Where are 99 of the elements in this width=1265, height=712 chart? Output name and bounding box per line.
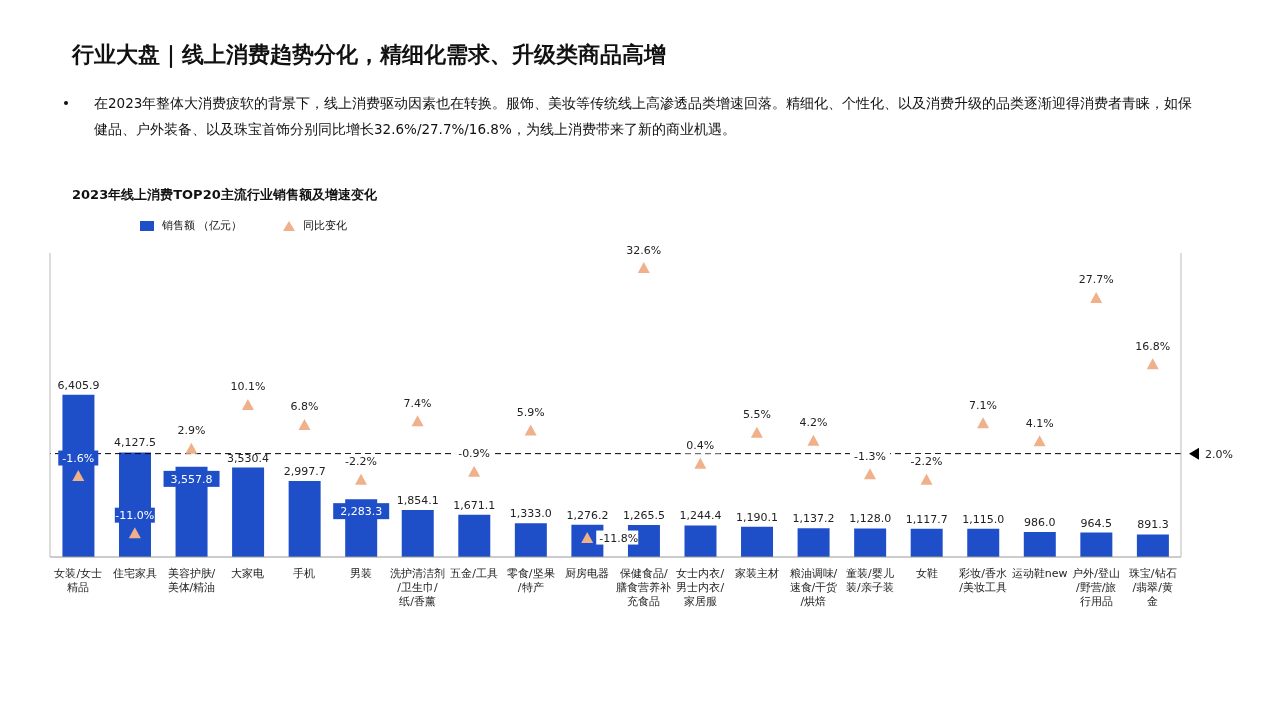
point [355, 473, 368, 485]
bar [1080, 532, 1113, 557]
data-label: -11.8% [599, 531, 639, 545]
point [298, 418, 311, 430]
bar [684, 525, 717, 557]
text: 在2023年整体大消费疲软的背景下，线上消费驱动因素也在转换。服饰、美妆等传统线上高渗透品类增速回落。精细化、个性化、以及消费升级的品类逐渐迎得消费者青睐，如保健品、户外装备、以及珠宝首饰分别同比增长32.6%/27.7%/16.8%，为线上消费带来了新的商业机遇。 [94, 94, 1194, 139]
data-label: 3,530.4 [227, 451, 270, 465]
data-label: 891.3 [1137, 518, 1169, 532]
bar [232, 467, 265, 557]
bar [401, 510, 434, 557]
data-label: 16.8% [1135, 339, 1171, 353]
data-label: 27.7% [1078, 273, 1114, 287]
data-label: 4,127.5 [113, 436, 156, 450]
bar [797, 528, 830, 557]
x-tick-label: 运动鞋new [1011, 567, 1068, 580]
point [637, 262, 650, 274]
data-label: 1,117.7 [905, 512, 948, 526]
x-tick-label: 童装/婴儿装/亲子装 [846, 567, 894, 594]
data-label: -2.2% [345, 455, 377, 469]
bar [514, 523, 547, 557]
point [411, 415, 424, 427]
point [128, 527, 141, 539]
data-label: -1.6% [62, 451, 95, 465]
point [1033, 435, 1046, 447]
point [807, 434, 820, 446]
data-label: 7.1% [969, 398, 998, 412]
data-label: 1,137.2 [792, 512, 835, 526]
data-label: 1,190.1 [736, 510, 779, 524]
x-tick-label: 手机 [293, 567, 316, 580]
x-tick-label: 珠宝/钻石/翡翠/黄金 [1128, 567, 1177, 608]
chart-subtitle: 2023年线上消费TOP20主流行业销售额及增速变化 [71, 186, 378, 204]
data-label: 7.4% [403, 396, 432, 410]
data-label: 1,115.0 [962, 512, 1005, 526]
data-label: 1,333.0 [509, 507, 552, 521]
data-label: -0.9% [458, 447, 491, 461]
x-tick-label: 住宅家具 [112, 567, 157, 580]
x-tick-label: 男装 [350, 567, 373, 580]
x-tick-label: 大家电 [231, 567, 265, 580]
data-label: 6,405.9 [57, 378, 100, 392]
x-tick-label: 女士内衣/男士内衣/家居服 [676, 567, 725, 608]
data-label: 1,128.0 [849, 512, 892, 526]
point [863, 468, 876, 480]
x-tick-label: 美容护肤/美体/精油 [167, 567, 216, 594]
point [185, 442, 198, 454]
data-label: 2.9% [177, 424, 206, 438]
x-tick-label: 女鞋 [915, 567, 938, 580]
data-label: 1,671.1 [453, 498, 496, 512]
data-label: 4.2% [799, 416, 828, 430]
bar [288, 481, 321, 557]
data-label: 5.5% [742, 408, 771, 422]
bar [741, 526, 774, 557]
data-label: 2,283.3 [340, 505, 383, 519]
data-label: -2.2% [910, 455, 943, 469]
bar [458, 514, 491, 557]
point [524, 424, 537, 436]
data-label: 1,244.4 [679, 509, 722, 523]
bar [967, 528, 1000, 557]
data-label: -1.3% [854, 449, 886, 463]
data-label: 0.4% [686, 439, 715, 453]
x-tick-label: 保健食品/膳食营养补充食品 [616, 567, 672, 608]
data-label: 1,854.1 [396, 494, 439, 508]
point [468, 465, 481, 477]
x-tick-label: 粮油调味/速食/干货/烘焙 [789, 567, 838, 608]
ref-line-label: 2.0% [1205, 447, 1233, 461]
x-tick-label: 家装主材 [734, 567, 779, 580]
x-tick-label: 户外/登山/野营/旅行用品 [1072, 567, 1121, 608]
x-tick-label: 女装/女士精品 [54, 567, 103, 594]
data-label: 964.5 [1080, 516, 1113, 530]
bar [910, 528, 943, 557]
chart-title: 行业大盘｜线上消费趋势分化，精细化需求、升级类商品高增 [70, 41, 667, 70]
data-label: 5.9% [516, 405, 545, 419]
data-label: 986.0 [1024, 516, 1056, 530]
data-label: 1,276.2 [566, 508, 609, 522]
x-tick-label: 零食/坚果/特产 [506, 567, 555, 594]
point [241, 398, 254, 410]
data-label: 32.6% [626, 243, 662, 257]
point [1146, 358, 1159, 370]
point [750, 426, 763, 438]
point [694, 457, 707, 469]
x-tick-label: 五金/工具 [450, 567, 498, 580]
data-label: 1,265.5 [622, 508, 665, 522]
point [72, 470, 85, 482]
bar [854, 528, 887, 557]
legend-label: 销售额 （亿元） [161, 218, 243, 233]
point [1090, 291, 1103, 303]
data-label: 10.1% [230, 380, 266, 394]
data-label: -11.0% [115, 508, 155, 522]
data-label: 4.1% [1025, 416, 1054, 430]
point [920, 473, 933, 485]
x-tick-label: 厨房电器 [565, 567, 610, 580]
data-label: 6.8% [290, 400, 319, 414]
data-label: 2,997.7 [283, 465, 326, 479]
bar [1136, 534, 1169, 557]
data-label: 3,557.8 [170, 472, 213, 486]
point [977, 417, 990, 429]
x-tick-label: 洗护清洁剂/卫生巾/纸/香薰 [390, 567, 446, 608]
bar [1023, 532, 1056, 557]
legend-label: 同比变化 [301, 218, 347, 233]
x-tick-label: 彩妆/香水/美妆工具 [959, 567, 1007, 594]
